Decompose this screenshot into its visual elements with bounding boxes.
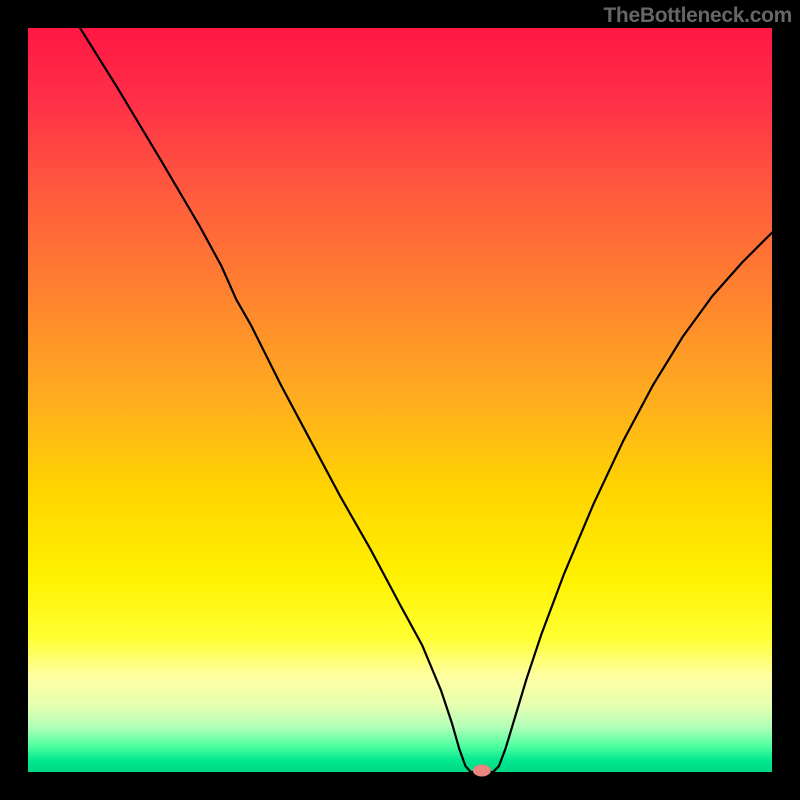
minimum-marker: [473, 765, 491, 777]
chart-container: TheBottleneck.com: [0, 0, 800, 800]
bottleneck-curve-chart: [0, 0, 800, 800]
chart-plot-area: [28, 28, 772, 772]
watermark-text: TheBottleneck.com: [603, 4, 792, 28]
